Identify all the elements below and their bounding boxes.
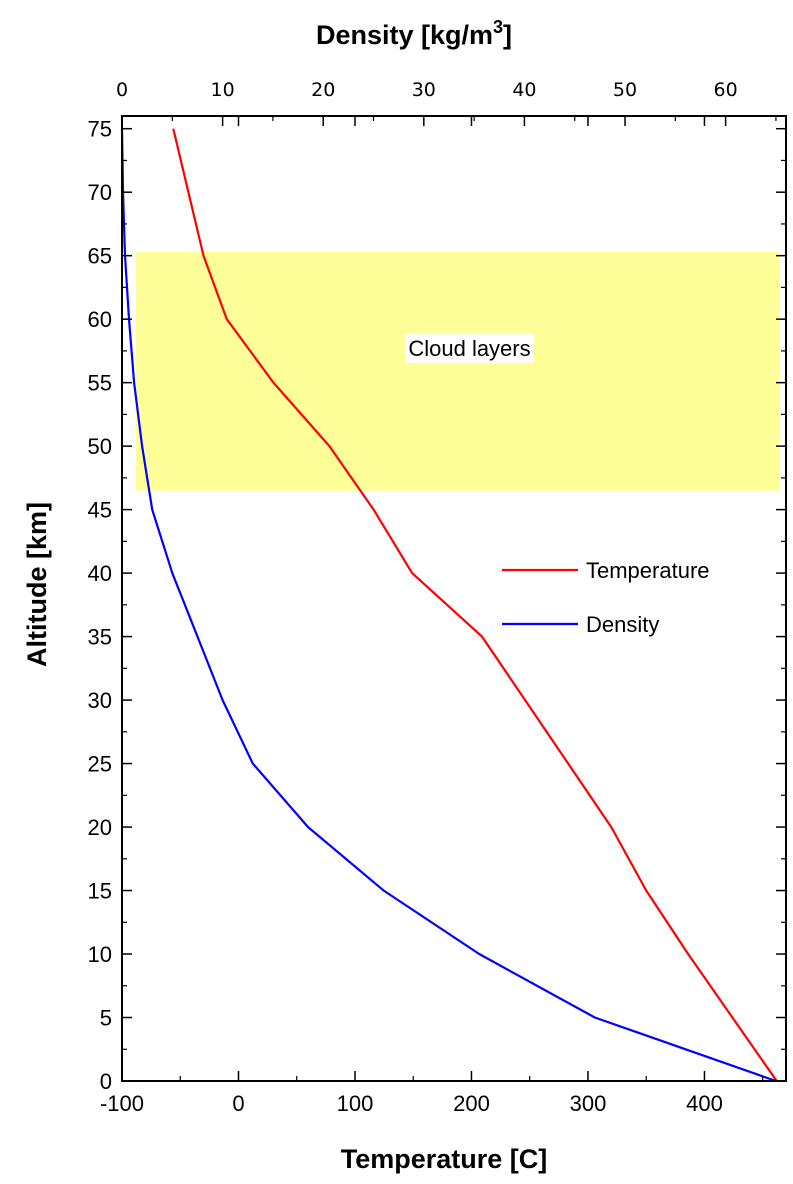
y-tick-label: 75 [88, 117, 112, 142]
y-tick-label: 70 [88, 180, 112, 205]
legend-label-temperature: Temperature [586, 558, 710, 583]
x2-tick-label: 10 [211, 79, 235, 101]
x-tick-label: 0 [232, 1091, 244, 1116]
cloud-band-layer: Cloud layers [135, 251, 780, 491]
x-tick-label: 300 [570, 1091, 607, 1116]
y-tick-label: 0 [100, 1069, 112, 1094]
cloud-layers-label-bg [405, 333, 534, 363]
x2-tick-label: 50 [613, 79, 637, 101]
series-line-temperature [172, 128, 778, 1082]
top-x-axis-title: Density [kg/m3] [316, 17, 512, 50]
x2-tick-label: 60 [714, 79, 738, 101]
y-tick-label: 65 [88, 244, 112, 269]
y-axis-title: Altitude [km] [22, 502, 52, 667]
y-tick-label: 15 [88, 879, 112, 904]
y-tick-label: 35 [88, 625, 112, 650]
x-tick-label: 400 [686, 1091, 723, 1116]
top-x-axis-title-end: ] [503, 20, 512, 50]
y-tick-label: 25 [88, 752, 112, 777]
y-tick-label: 5 [100, 1006, 112, 1031]
top-x-axis-title-main: Density [kg/m [316, 20, 493, 50]
x-tick-label: -100 [100, 1091, 144, 1116]
top-x-axis-title-superscript: 3 [493, 17, 503, 37]
y-tick-label: 50 [88, 434, 112, 459]
cloud-layers-band [135, 251, 780, 491]
x-tick-label: 200 [453, 1091, 490, 1116]
x2-tick-label: 20 [311, 79, 335, 101]
x2-tick-label: 40 [512, 79, 536, 101]
x-axis-title: Temperature [C] [341, 1144, 548, 1174]
y-tick-label: 55 [88, 371, 112, 396]
legend: Temperature Density [502, 558, 710, 637]
y-tick-label: 40 [88, 561, 112, 586]
x2-tick-label: 30 [412, 79, 436, 101]
y-tick-label: 30 [88, 688, 112, 713]
plot-frame [121, 115, 787, 1082]
x-tick-label: 100 [337, 1091, 374, 1116]
legend-label-density: Density [586, 612, 659, 637]
y-tick-label: 20 [88, 815, 112, 840]
y-tick-label: 45 [88, 498, 112, 523]
y-tick-label: 60 [88, 307, 112, 332]
y-tick-label: 10 [88, 942, 112, 967]
x2-tick-label: 0 [116, 79, 128, 101]
cloud-layers-label: Cloud layers [408, 336, 530, 361]
